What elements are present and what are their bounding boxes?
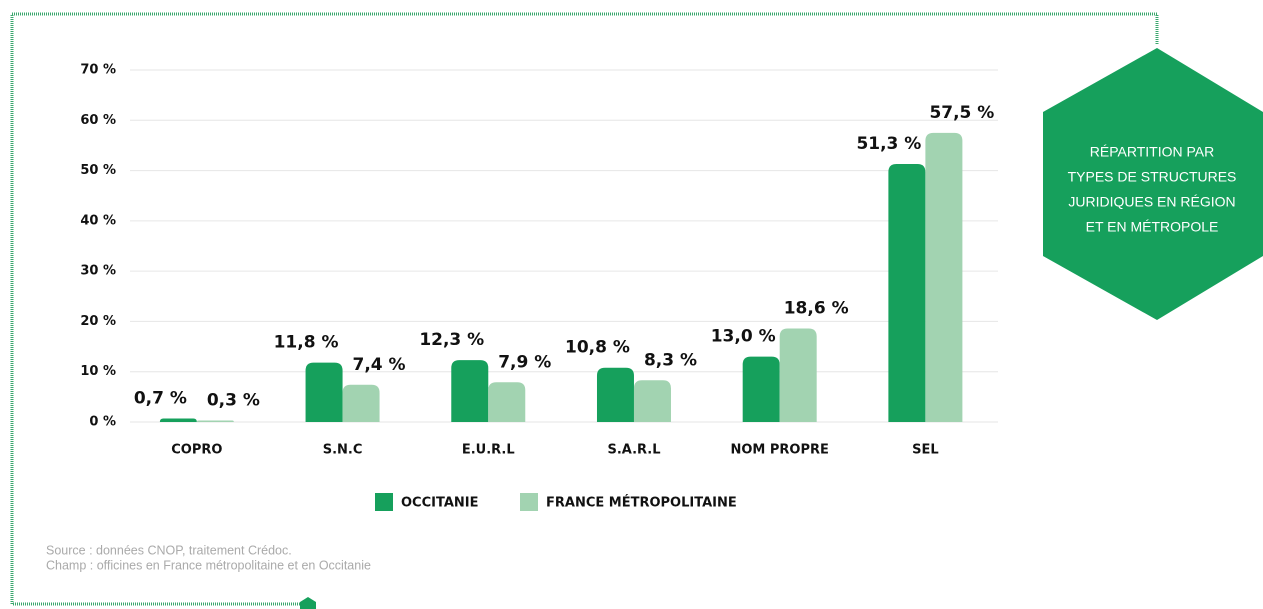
source-note: Source : données CNOP, traitement Crédoc…	[46, 543, 292, 557]
x-tick-label: S.N.C	[323, 443, 363, 458]
bar	[342, 384, 380, 422]
bar	[451, 360, 489, 422]
side-title: ET EN MÉTROPOLE	[1086, 219, 1219, 235]
side-hexagon	[1043, 48, 1263, 320]
value-label: 13,0 %	[711, 327, 776, 347]
bar	[596, 367, 634, 422]
x-tick-label: S.A.R.L	[607, 443, 660, 458]
side-title: RÉPARTITION PAR	[1090, 144, 1214, 160]
y-tick-label: 10 %	[80, 364, 116, 379]
bar	[742, 356, 780, 422]
frame-line	[10, 12, 1159, 606]
value-label: 12,3 %	[419, 330, 484, 350]
bar	[196, 420, 234, 422]
y-tick-label: 40 %	[80, 213, 116, 228]
bar	[779, 328, 817, 422]
y-tick-label: 0 %	[89, 415, 116, 430]
bar	[633, 380, 671, 422]
x-tick-label: COPRO	[171, 443, 222, 458]
side-title: TYPES DE STRUCTURES	[1068, 169, 1237, 185]
x-tick-label: NOM PROPRE	[730, 443, 828, 458]
value-label: 0,3 %	[207, 390, 260, 410]
x-tick-label: SEL	[912, 443, 939, 458]
frame-hexagon	[300, 597, 316, 609]
y-tick-label: 60 %	[80, 113, 116, 128]
y-tick-label: 20 %	[80, 314, 116, 329]
bar	[925, 132, 963, 422]
legend-swatch	[375, 493, 393, 511]
value-label: 57,5 %	[929, 103, 994, 123]
y-tick-label: 30 %	[80, 264, 116, 279]
x-tick-label: E.U.R.L	[462, 443, 515, 458]
value-label: 8,3 %	[644, 350, 697, 370]
bar	[159, 418, 197, 422]
source-note: Champ : officines en France métropolitai…	[46, 558, 371, 572]
legend-swatch	[520, 493, 538, 511]
bar	[488, 382, 526, 422]
value-label: 7,9 %	[498, 352, 551, 372]
y-tick-label: 50 %	[80, 163, 116, 178]
frame	[10, 12, 1159, 606]
bar	[888, 164, 926, 422]
y-tick-label: 70 %	[80, 63, 116, 78]
side-title: JURIDIQUES EN RÉGION	[1068, 194, 1235, 210]
value-label: 0,7 %	[134, 388, 187, 408]
value-label: 18,6 %	[784, 298, 849, 318]
value-label: 51,3 %	[856, 134, 921, 154]
bar	[305, 362, 343, 422]
value-label: 7,4 %	[353, 355, 406, 375]
value-label: 10,8 %	[565, 338, 630, 358]
legend-label: FRANCE MÉTROPOLITAINE	[546, 495, 737, 511]
value-label: 11,8 %	[274, 333, 339, 353]
legend-label: OCCITANIE	[401, 496, 479, 511]
